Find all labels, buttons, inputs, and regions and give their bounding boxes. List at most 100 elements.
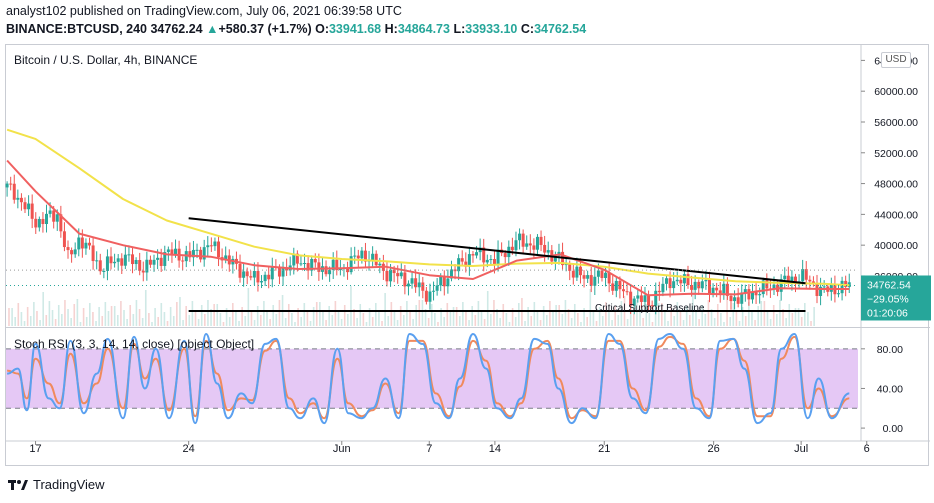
candle-body bbox=[148, 259, 152, 265]
candle-body bbox=[664, 278, 668, 284]
candle-body bbox=[249, 276, 253, 278]
volume-bar bbox=[365, 322, 368, 326]
candle-body bbox=[446, 278, 450, 287]
candle-body bbox=[113, 261, 117, 264]
candle-body bbox=[761, 280, 765, 295]
candle-body bbox=[625, 291, 629, 293]
candle-body bbox=[711, 287, 715, 294]
volume-bar bbox=[577, 313, 579, 326]
volume-bar bbox=[207, 300, 209, 326]
ma-slow-line bbox=[6, 128, 850, 287]
chart-frame[interactable] bbox=[5, 44, 929, 466]
candle-body bbox=[840, 280, 844, 294]
volume-bar bbox=[393, 311, 396, 326]
candle-body bbox=[403, 272, 407, 287]
candle-body bbox=[27, 203, 31, 210]
volume-bar bbox=[406, 301, 408, 326]
candle-body bbox=[758, 294, 762, 296]
candle-body bbox=[718, 290, 722, 294]
volume-bar bbox=[138, 309, 141, 326]
candle-body bbox=[467, 254, 471, 267]
candle-body bbox=[578, 266, 582, 276]
candle-body bbox=[607, 272, 611, 284]
candle-body bbox=[116, 258, 120, 262]
candle-body bbox=[356, 255, 360, 259]
candle-body bbox=[399, 272, 403, 277]
volume-bar bbox=[8, 308, 10, 326]
chart-canvas[interactable]: 64000.0060000.0056000.0052000.0048000.00… bbox=[0, 0, 934, 470]
volume-bar bbox=[368, 308, 371, 326]
volume-bar bbox=[633, 314, 635, 326]
volume-bar bbox=[601, 316, 604, 326]
candle-body bbox=[600, 270, 604, 278]
up-arrow-icon: ▲ bbox=[206, 22, 219, 36]
candle-body bbox=[37, 218, 41, 228]
volume-bar bbox=[437, 322, 439, 326]
volume-bar bbox=[216, 304, 219, 326]
candle-body bbox=[804, 269, 808, 280]
volume-bar bbox=[514, 317, 517, 326]
volume-bar bbox=[738, 321, 741, 326]
volume-bar bbox=[716, 304, 719, 326]
volume-bar bbox=[598, 307, 601, 326]
countdown-label: 01:20:06 bbox=[867, 307, 908, 319]
price-pane[interactable] bbox=[5, 128, 858, 326]
volume-bar bbox=[256, 306, 259, 326]
volume-bar bbox=[359, 304, 362, 326]
candle-body bbox=[159, 257, 163, 266]
volume-bar bbox=[381, 321, 383, 326]
x-tick-label: 7 bbox=[426, 443, 432, 455]
candle-body bbox=[242, 271, 246, 278]
volume-bar bbox=[511, 308, 514, 326]
candle-body bbox=[471, 254, 475, 256]
candle-body bbox=[621, 289, 625, 292]
volume-bar bbox=[116, 315, 119, 326]
candle-body bbox=[120, 258, 124, 266]
volume-bar bbox=[213, 304, 215, 326]
volume-bar bbox=[483, 319, 486, 326]
volume-bar bbox=[132, 314, 135, 326]
volume-bar bbox=[306, 312, 309, 326]
volume-bar bbox=[626, 319, 629, 326]
volume-bar bbox=[785, 318, 787, 326]
candle-body bbox=[299, 263, 303, 265]
volume-bar bbox=[353, 309, 355, 326]
candle-body bbox=[819, 286, 823, 296]
volume-bar bbox=[263, 301, 265, 326]
volume-bar bbox=[166, 321, 169, 326]
volume-bar bbox=[378, 312, 380, 326]
candle-body bbox=[417, 282, 421, 288]
volume-bar bbox=[331, 315, 334, 326]
volume-bar bbox=[468, 320, 470, 326]
candle-body bbox=[317, 262, 321, 272]
volume-bar bbox=[343, 305, 346, 326]
candle-body bbox=[378, 263, 382, 266]
volume-bar bbox=[570, 318, 573, 326]
volume-bar bbox=[549, 301, 551, 326]
candle-body bbox=[593, 276, 597, 286]
price-tick-label: 52000.00 bbox=[874, 148, 918, 160]
candle-body bbox=[217, 241, 221, 258]
stoch-pane[interactable] bbox=[6, 332, 858, 425]
footer-brand[interactable]: TradingView bbox=[8, 477, 105, 492]
volume-bar bbox=[356, 318, 358, 326]
volume-bar bbox=[692, 287, 694, 326]
candle-body bbox=[406, 283, 410, 287]
volume-bar bbox=[676, 302, 679, 326]
volume-bar bbox=[247, 288, 250, 326]
volume-bar bbox=[564, 300, 567, 326]
low-label: L: bbox=[453, 22, 466, 36]
volume-bar bbox=[42, 292, 44, 326]
volume-bar bbox=[452, 307, 455, 326]
candle-body bbox=[353, 255, 357, 257]
volume-bar bbox=[810, 321, 812, 326]
candle-body bbox=[424, 290, 428, 302]
candle-body bbox=[575, 266, 579, 278]
volume-bar bbox=[98, 307, 100, 326]
volume-bar bbox=[79, 322, 82, 326]
currency-button[interactable]: USD bbox=[881, 52, 911, 68]
candle-body bbox=[156, 257, 160, 260]
volume-bar bbox=[238, 321, 240, 326]
candle-body bbox=[363, 250, 367, 262]
x-tick-label: 14 bbox=[489, 443, 501, 455]
